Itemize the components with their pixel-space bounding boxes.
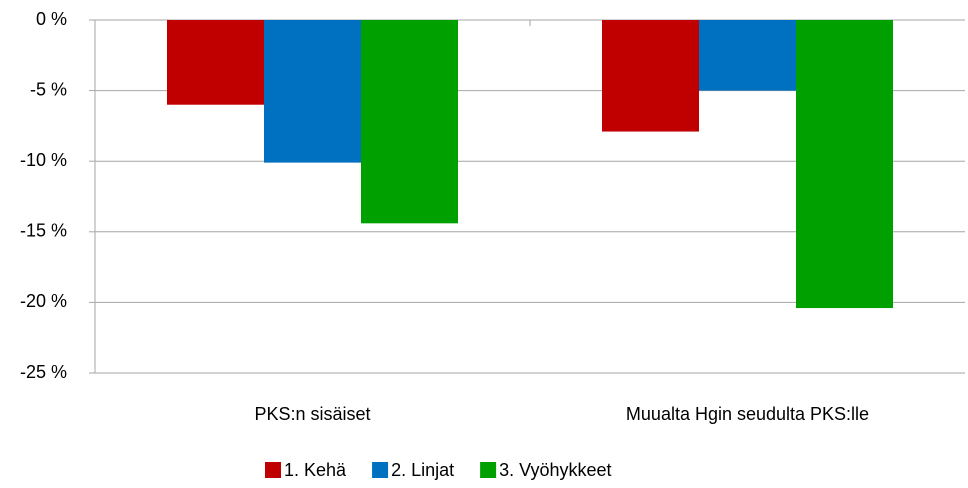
legend-label: 1. Kehä [284, 460, 347, 480]
bar [796, 20, 893, 309]
bar [699, 20, 796, 91]
bar [167, 20, 264, 105]
bar [361, 20, 458, 224]
x-tick-label: Muualta Hgin seudulta PKS:lle [626, 404, 869, 424]
legend-label: 2. Linjat [391, 460, 454, 480]
y-tick-label: -15 % [20, 221, 67, 241]
y-tick-label: -5 % [30, 79, 67, 99]
y-tick-label: -10 % [20, 150, 67, 170]
legend-label: 3. Vyöhykkeet [499, 460, 611, 480]
legend-swatch [372, 462, 389, 478]
bar [264, 20, 361, 163]
legend-swatch [265, 462, 281, 478]
y-tick-label: -25 % [20, 362, 67, 382]
y-tick-label: -20 % [20, 291, 67, 311]
x-tick-label: PKS:n sisäiset [254, 404, 370, 424]
y-tick-label: 0 % [36, 9, 67, 29]
legend-swatch [480, 462, 497, 478]
bar [602, 20, 699, 132]
